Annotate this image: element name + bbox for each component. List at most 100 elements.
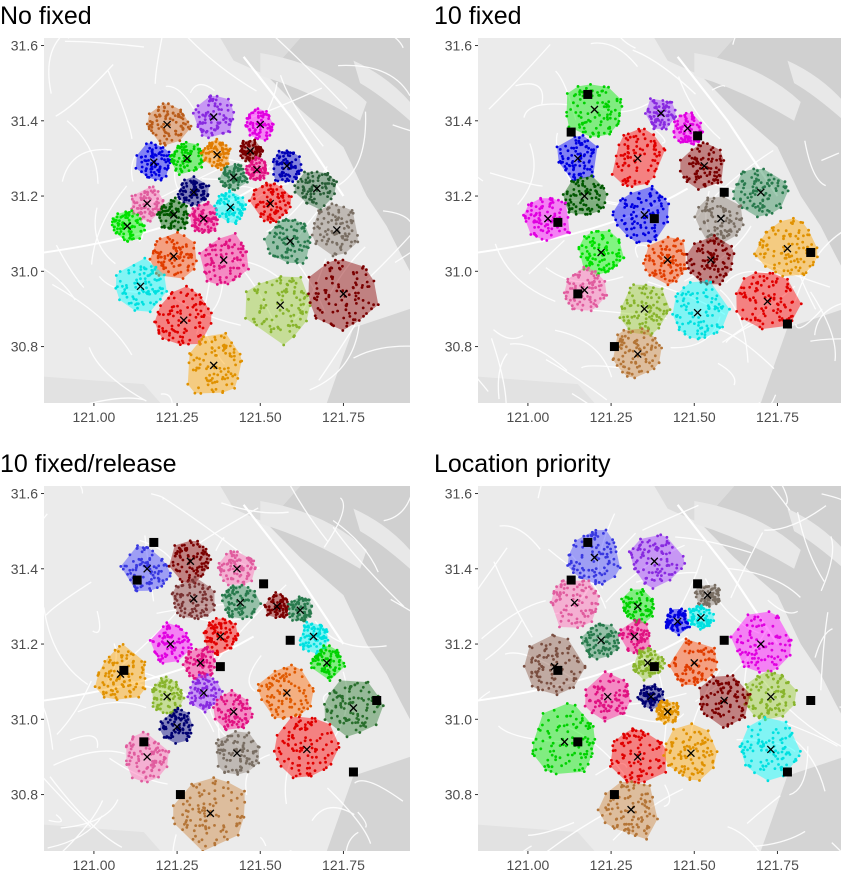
data-point [228, 620, 232, 623]
data-point [327, 302, 331, 306]
data-point [609, 130, 613, 134]
data-point [582, 171, 585, 175]
data-point [602, 186, 606, 190]
data-point [787, 242, 791, 246]
data-point [254, 158, 257, 162]
data-point [572, 188, 576, 191]
data-point [775, 277, 779, 281]
data-point [698, 227, 702, 231]
data-point [292, 313, 296, 317]
data-point [652, 319, 655, 322]
data-point [150, 173, 154, 177]
data-point [163, 255, 167, 258]
data-point [570, 154, 574, 157]
data-point [173, 258, 177, 262]
data-point [295, 176, 298, 180]
data-point [348, 315, 352, 318]
data-point [570, 287, 574, 290]
data-point [781, 274, 785, 278]
data-point [592, 182, 596, 186]
data-point [292, 279, 295, 283]
data-point [237, 558, 241, 561]
data-point [158, 634, 162, 638]
data-point [323, 263, 327, 267]
data-point [611, 210, 615, 214]
data-point [246, 586, 250, 589]
data-point [180, 142, 184, 146]
data-point [244, 150, 248, 154]
data-point [286, 151, 289, 155]
data-point [320, 173, 324, 177]
data-point [648, 315, 651, 319]
data-point [263, 603, 267, 607]
data-point [200, 227, 204, 231]
data-point [219, 197, 223, 201]
data-point [174, 624, 178, 628]
data-point [676, 237, 679, 241]
data-point [228, 344, 232, 348]
data-point [344, 251, 347, 255]
data-point [151, 549, 155, 553]
data-point [255, 290, 259, 294]
data-point [666, 283, 670, 287]
data-point [551, 206, 554, 210]
data-point [207, 184, 211, 188]
data-point [131, 224, 134, 228]
data-point [617, 358, 621, 362]
data-point [225, 104, 229, 107]
data-point [584, 130, 587, 134]
data-point [565, 162, 569, 166]
data-point [605, 245, 608, 248]
data-point [168, 574, 172, 578]
data-point [748, 298, 752, 302]
data-point [200, 165, 204, 169]
data-point [588, 254, 592, 258]
data-point [602, 206, 605, 209]
data-point [564, 144, 567, 148]
data-point [168, 331, 172, 335]
data-point [717, 242, 720, 246]
data-point [240, 214, 243, 217]
data-point [624, 180, 628, 184]
data-point [213, 104, 217, 108]
data-point [239, 144, 243, 148]
data-point [581, 122, 584, 126]
data-point [157, 211, 161, 214]
data-point [138, 204, 142, 207]
data-point [124, 210, 128, 214]
data-point [169, 202, 172, 206]
data-point [653, 223, 657, 227]
data-point [600, 184, 604, 188]
data-point [282, 158, 285, 162]
data-point [647, 209, 650, 212]
data-point [170, 157, 174, 161]
data-point [270, 283, 274, 287]
data-point [345, 321, 349, 325]
data-point [209, 94, 213, 98]
data-point [185, 148, 189, 152]
data-point [183, 145, 186, 149]
data-point [284, 209, 287, 213]
data-point [627, 336, 630, 340]
data-point [229, 183, 232, 187]
data-point [281, 166, 284, 170]
data-point [647, 254, 651, 258]
data-point [748, 192, 752, 196]
data-point [806, 245, 809, 249]
data-point [134, 166, 138, 170]
center-marker [573, 154, 582, 163]
data-point [192, 543, 195, 547]
data-point [186, 306, 190, 309]
data-point [593, 116, 597, 119]
data-point [772, 177, 776, 181]
data-point [151, 121, 154, 124]
data-point [285, 250, 289, 254]
data-point [302, 245, 306, 248]
data-point [156, 256, 160, 260]
data-point [650, 314, 654, 318]
data-point [688, 281, 692, 284]
data-point [347, 293, 351, 297]
data-point [320, 222, 324, 226]
data-point [204, 352, 208, 356]
data-point [204, 254, 208, 257]
